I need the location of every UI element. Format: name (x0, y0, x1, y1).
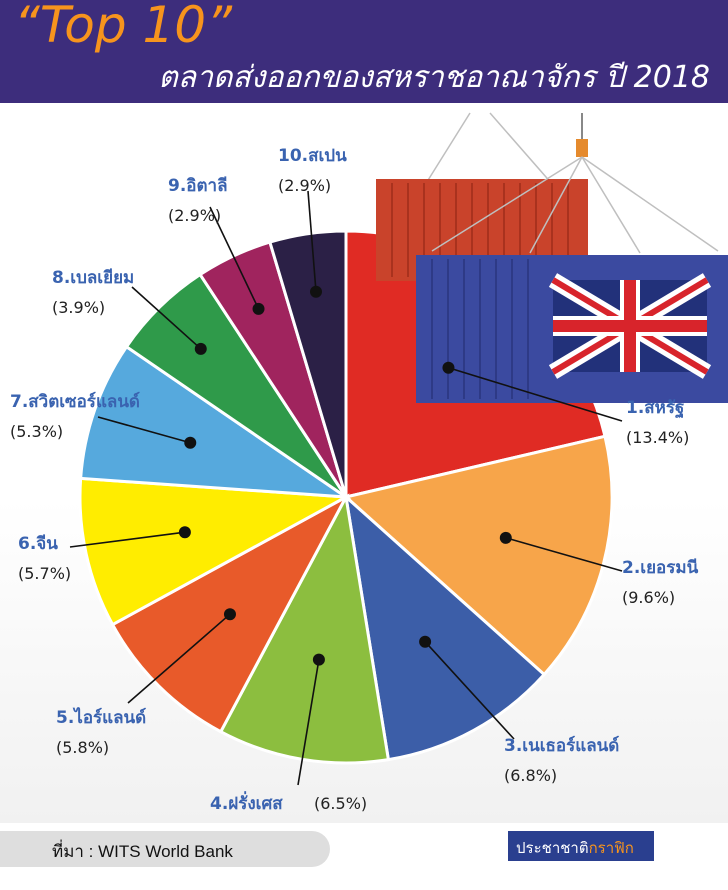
leader-line (505, 537, 623, 572)
slice-value-label: (5.8%) (56, 738, 109, 757)
leader-line (209, 206, 260, 310)
brand-logo: ประชาชาติกราฟิก (508, 831, 654, 861)
brand-accent: กราฟิก (588, 839, 634, 857)
slice-value-label: (5.7%) (18, 564, 71, 583)
slice-label: 9.อิตาลี (168, 175, 228, 196)
slice-label: 3.เนเธอร์แลนด์ (504, 735, 619, 756)
slice-marker (442, 361, 455, 374)
slice-label: 6.จีน (18, 533, 58, 554)
slice-value-label: (5.3%) (10, 422, 63, 441)
source-label: ที่มา : WITS World Bank (52, 842, 233, 861)
leader-line (424, 641, 515, 740)
slice-marker (310, 285, 323, 298)
leader-line (448, 367, 623, 422)
container-illustration (376, 112, 728, 403)
pie-slice (343, 493, 547, 762)
uk-flag-icon (548, 273, 712, 379)
page-subtitle: ตลาดส่งออกของสหราชอาณาจักร ปี 2018 (158, 60, 710, 95)
pie-chart: 1.สหรัฐ (13.4%) 2.เยอรมนี (9.6%) 3.เนเธอร์แล… (10, 112, 728, 814)
slice-label: 4.ฝรั่งเศส (210, 791, 283, 814)
pie-slice (79, 344, 352, 499)
slice-marker (312, 653, 325, 666)
slice-label: 7.สวิตเซอร์แลนด์ (10, 391, 140, 412)
slice-label: 2.เยอรมนี (622, 557, 699, 578)
slice-value-label: (13.4%) (626, 428, 689, 447)
slice-marker (252, 302, 265, 315)
chart-area: 1.สหรัฐ (13.4%) 2.เยอรมนี (9.6%) 3.เนเธอร์แล… (0, 103, 728, 823)
brand-main: ประชาชาติ (516, 839, 589, 857)
pie-slice (268, 229, 348, 498)
slice-label: 1.สหรัฐ (626, 398, 684, 419)
leader-line (69, 531, 185, 548)
slice-marker (499, 531, 512, 544)
slice-value-label: (6.5%) (314, 794, 367, 813)
pie-slice (78, 476, 352, 627)
slice-value-label: (2.9%) (278, 176, 331, 195)
source-badge: ที่มา : WITS World Bank (0, 831, 330, 867)
slice-value-label: (3.9%) (52, 298, 105, 317)
slice-label: 5.ไอร์แลนด์ (56, 707, 146, 728)
leader-line (307, 190, 317, 292)
slice-marker (194, 342, 207, 355)
page-title: “Top 10” (14, 0, 233, 54)
leader-line (97, 416, 191, 444)
slice-label: 8.เบลเยียม (52, 267, 134, 288)
slice-marker (419, 635, 432, 648)
leader-line (297, 659, 320, 786)
slice-marker (223, 608, 236, 621)
footer: ที่มา : WITS World Bank ประชาชาติกราฟิก (0, 823, 728, 890)
slice-label: 10.สเปน (278, 146, 347, 166)
slice-marker (184, 436, 197, 449)
header-banner: “Top 10” ตลาดส่งออกของสหราชอาณาจักร ปี 2… (0, 0, 728, 103)
slice-value-label: (6.8%) (504, 766, 557, 785)
slice-value-label: (9.6%) (622, 588, 675, 607)
pie-slice (342, 434, 614, 677)
slice-marker (178, 526, 191, 539)
slice-value-label: (2.9%) (168, 206, 221, 225)
leader-line (131, 286, 202, 350)
leader-line (127, 613, 231, 704)
